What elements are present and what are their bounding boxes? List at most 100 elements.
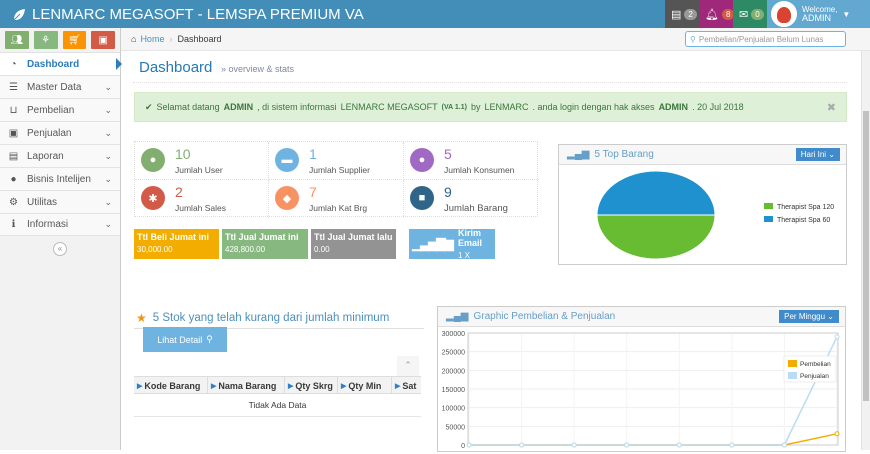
tile-kirim-email[interactable]: ▁▃▅▇▆ Kirim Email 1 X [409, 228, 495, 260]
sidebar-item-penjualan[interactable]: ▣ Penjualan ⌄ [0, 121, 120, 144]
stat-jumlah-sales[interactable]: ✱ 2 Jumlah Sales [135, 180, 269, 218]
stok-header: ★ 5 Stok yang telah kurang dari jumlah m… [136, 311, 389, 325]
col-sat[interactable]: ▶ Sat [395, 380, 417, 391]
y-tick-label: 100000 [442, 406, 465, 413]
info-icon: ℹ [11, 219, 16, 230]
sidebar-item-dashboard[interactable]: ◔ Dashboard [0, 52, 122, 75]
summary-tiles: Ttl Beli Jumat ini 30,000.00 Ttl Jual Ju… [134, 228, 495, 260]
breadcrumb-current: Dashboard [177, 34, 222, 44]
brand[interactable]: LENMARC MEGASOFT - LEMSPA PREMIUM VA [12, 6, 364, 23]
sidebar-item-label: Master Data [27, 81, 82, 93]
stat-value: 10 [175, 146, 191, 162]
col-kode-barang[interactable]: ▶ Kode Barang [134, 377, 208, 394]
legend-swatch [788, 360, 797, 367]
navbar: LENMARC MEGASOFT - LEMSPA PREMIUM VA ▤ 2… [0, 0, 870, 28]
chevron-down-icon: ⌄ [104, 196, 112, 207]
tile-ttl-jual-lalu[interactable]: Ttl Jual Jumat lalu 0.00 [311, 229, 396, 259]
user-name: ADMIN [802, 13, 831, 23]
sidebar-collapse-button[interactable]: « [53, 242, 67, 256]
legend-label: Therapist Spa 60 [777, 217, 830, 224]
data-point [466, 442, 472, 448]
child-icon: ✱ [141, 186, 165, 210]
legend-label: Pembelian [800, 361, 831, 368]
legend-swatch [764, 203, 773, 209]
tile-title: Ttl Jual Jumat ini [225, 232, 299, 242]
collapse-button[interactable]: ⌃ [397, 356, 419, 376]
notifications-badge: 8 [721, 8, 735, 20]
shortcut-sitemap-button[interactable]: ⚘ [33, 31, 58, 49]
col-nama-barang[interactable]: ▶ Nama Barang [208, 377, 285, 394]
shortcut-money-button[interactable]: ▣ [91, 31, 115, 49]
search-input[interactable]: ⚲ Pembelian/Penjualan Belum Lunas [685, 31, 846, 47]
line-chart: 300000 250000 200000 150000 100000 50000 0 Pemb… [442, 331, 840, 450]
sidebar-item-master-data[interactable]: ☰ Master Data ⌄ [0, 75, 120, 98]
stat-jumlah-kat-brg[interactable]: ◆ 7 Jumlah Kat Brg [269, 180, 404, 218]
page-header: Dashboard » overview & stats [133, 53, 847, 83]
signal-icon: ▂▄▆ [446, 311, 469, 322]
stat-value: 2 [175, 184, 183, 200]
caret-right-icon: ▶ [288, 382, 294, 390]
stat-jumlah-user[interactable]: ● 10 Jumlah User [135, 142, 269, 180]
sidebar-item-bisnis-intelijen[interactable]: ● Bisnis Intelijen ⌄ [0, 167, 120, 190]
sidebar-item-label: Informasi [27, 219, 69, 230]
stats-grid: ● 10 Jumlah User ▬ 1 Jumlah Supplier ● 5… [134, 141, 539, 218]
sidebar-item-pembelian[interactable]: ⊔ Pembelian ⌄ [0, 98, 120, 121]
sidebar-item-laporan[interactable]: ▤ Laporan ⌄ [0, 144, 120, 167]
cubes-icon: ■ [410, 186, 434, 210]
tile-ttl-jual[interactable]: Ttl Jual Jumat ini 428,800.00 [222, 229, 308, 259]
period-dropdown[interactable]: Per Minggu ⌄ [779, 310, 839, 323]
scrollbar[interactable] [861, 51, 870, 450]
stat-jumlah-barang[interactable]: ■ 9 Jumlah Barang [404, 180, 539, 218]
y-tick-label: 0 [461, 443, 465, 450]
stat-jumlah-supplier[interactable]: ▬ 1 Jumlah Supplier [269, 142, 404, 180]
messages-menu[interactable]: ✉ 0 [733, 0, 767, 28]
stok-table: ⌃ ▶ Kode Barang ▶ Nama Barang ▶ Qty Skrg ▶ Q… [134, 354, 421, 450]
sidebar: 👥︎ ⚘ 🛒︎ ▣ ◔ Dashboard ☰ Master Data ⌄ ⊔ … [0, 28, 122, 450]
notifications-menu[interactable]: 🔔︎ 8 [699, 0, 735, 28]
y-tick-label: 200000 [442, 368, 465, 375]
col-qty-skrg[interactable]: ▶ Qty Skrg [285, 377, 338, 394]
caret-down-icon: ▼ [842, 9, 851, 19]
close-icon[interactable]: ✖ [826, 101, 836, 114]
scrollbar-thumb[interactable] [863, 111, 869, 401]
lihat-detail-button[interactable]: Lihat Detail ⚲ [143, 327, 227, 352]
stat-jumlah-konsumen[interactable]: ● 5 Jumlah Konsumen [404, 142, 539, 180]
legend-label: Penjualan [800, 373, 829, 380]
stok-title: 5 Stok yang telah kurang dari jumlah min… [152, 312, 390, 324]
widget-title: Graphic Pembelian & Penjualan [473, 311, 616, 322]
stat-value: 9 [444, 184, 452, 200]
stat-label: Jumlah Barang [444, 203, 508, 214]
col-qty-min[interactable]: ▶ Qty Min [338, 377, 392, 394]
table-empty-row: Tidak Ada Data [134, 394, 421, 417]
bar-chart-icon: ▁▃▅▇▆ [412, 236, 454, 251]
caret-right-icon: ▶ [137, 382, 143, 390]
chevron-down-icon: ⌄ [104, 173, 112, 184]
messages-badge: 0 [751, 8, 764, 20]
leaf-icon [12, 8, 25, 21]
y-tick-label: 250000 [442, 350, 465, 357]
graph-widget: ▂▄▆ Graphic Pembelian & Penjualan Per Mi… [437, 306, 846, 452]
app-title: LENMARC MEGASOFT - LEMSPA PREMIUM VA [32, 6, 364, 23]
sidebar-item-informasi[interactable]: ℹ Informasi ⌄ [0, 213, 120, 236]
tasks-menu[interactable]: ▤ 2 [665, 0, 699, 28]
search-placeholder: Pembelian/Penjualan Belum Lunas [698, 34, 824, 44]
tile-ttl-beli[interactable]: Ttl Beli Jumat ini 30,000.00 [134, 229, 219, 259]
users-icon: ● [10, 173, 17, 185]
stat-label: Jumlah Sales [175, 203, 227, 213]
stat-value: 5 [444, 146, 452, 162]
breadcrumb-home-link[interactable]: Home [140, 34, 165, 44]
chevron-down-icon: ⌄ [104, 150, 112, 161]
stat-value: 1 [309, 146, 317, 162]
check-icon: ✔ [145, 101, 153, 112]
sidebar-item-utilitas[interactable]: ⚙ Utilitas ⌄ [0, 190, 120, 213]
period-dropdown[interactable]: Hari Ini ⌄ [795, 148, 840, 161]
tile-value: 30,000.00 [137, 245, 173, 254]
stat-label: Jumlah Kat Brg [309, 203, 368, 213]
top-barang-widget: ▂▄▆ 5 Top Barang Hari Ini ⌄ Therapist Sp… [558, 144, 847, 265]
shortcut-users-button[interactable]: 👥︎ [5, 31, 29, 49]
user-menu[interactable]: Welcome, ADMIN ▼ [767, 0, 870, 28]
shortcut-cart-button[interactable]: 🛒︎ [62, 31, 87, 49]
sidebar-item-label: Laporan [27, 150, 64, 162]
tile-title: Ttl Jual Jumat lalu [314, 232, 393, 242]
breadcrumb-separator: › [169, 34, 173, 44]
